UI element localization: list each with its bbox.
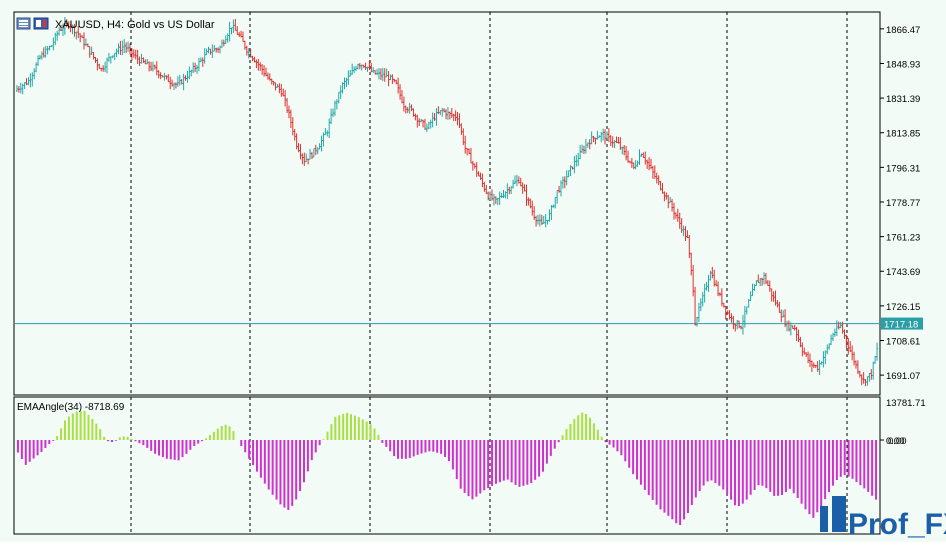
price-tick-label: 1831.39: [886, 94, 920, 105]
indicator-pane[interactable]: 13781.710.000.00 EMAAngle(34) -8718.69: [13, 396, 926, 535]
price-tag-label: 1717.18: [884, 320, 918, 331]
price-tick-label: 1691.07: [886, 371, 920, 382]
price-tick-label: 1813.85: [886, 129, 920, 140]
price-tick-label: 1708.61: [886, 336, 920, 347]
current-price-tag: 1717.18: [881, 317, 923, 331]
price-axis: 1866.47 1848.93 1831.39 1813.85 1796.31 1778.…: [880, 25, 920, 382]
price-tick-label: 1866.47: [886, 25, 920, 36]
price-pane[interactable]: 1866.47 1848.93 1831.39 1813.85 1796.31 1778.…: [13, 11, 923, 396]
price-tick-label: 1848.93: [886, 59, 920, 70]
chart-window-icon: [16, 17, 31, 30]
watermark-bar: [832, 496, 846, 532]
indicator-title: EMAAngle(34) -8718.69: [17, 402, 125, 413]
price-tick-label: 1743.69: [886, 267, 920, 278]
watermark-text: Prof_FX: [848, 508, 946, 541]
period-separators: [130, 12, 848, 395]
indicator-zero-label: 0.00: [886, 436, 905, 447]
price-tag-background: [881, 317, 923, 330]
chart-title: XAUUSD, H4: Gold vs US Dollar: [16, 17, 215, 31]
watermark-bar: [820, 506, 828, 532]
indicator-pane-frame: [13, 396, 881, 535]
price-tick-label: 1761.23: [886, 233, 920, 244]
ema-angle-histogram: [16, 411, 878, 525]
candles: [15, 17, 879, 387]
price-tick-label: 1726.15: [886, 302, 920, 313]
indicator-zero-marker: 0.00: [888, 436, 907, 447]
expert-status-icon[interactable]: [33, 17, 49, 30]
symbol-title: XAUUSD, H4: Gold vs US Dollar: [55, 19, 215, 31]
indicator-axis: 13781.710.000.00: [880, 398, 926, 447]
price-pane-frame: [13, 11, 881, 396]
watermark-logo: Prof_FX: [820, 496, 946, 541]
price-tick-label: 1796.31: [886, 163, 920, 174]
indicator-max-label: 13781.71: [886, 398, 926, 409]
price-tick-label: 1778.77: [886, 198, 920, 209]
